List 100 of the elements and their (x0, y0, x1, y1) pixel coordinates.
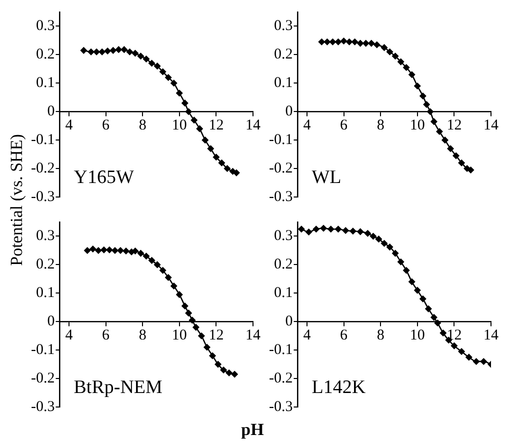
point (185, 108, 192, 115)
point (368, 40, 375, 47)
point (375, 236, 382, 242)
x-tick-label: 12 (208, 118, 224, 134)
point (398, 58, 404, 66)
point (122, 248, 130, 254)
point (420, 296, 426, 302)
x-axis-title: pH (240, 420, 265, 440)
y-tick-label: 0.2 (36, 46, 55, 63)
point (98, 48, 106, 56)
annotation: BtRp-NEM (74, 377, 163, 398)
point (350, 228, 356, 234)
point (212, 154, 220, 160)
point (154, 62, 161, 70)
annotation: WL (312, 167, 342, 188)
point (120, 46, 128, 53)
point (450, 342, 458, 350)
y-tick-label: 0.3 (274, 228, 293, 244)
point (452, 152, 460, 159)
y-tick-label: -0.2 (30, 370, 55, 386)
point (165, 74, 172, 81)
y-tick-label: 0.3 (36, 18, 55, 34)
x-tick-label: 4 (303, 118, 312, 134)
point (468, 166, 474, 174)
point (398, 258, 404, 266)
point (374, 41, 380, 48)
y-tick-label: 0.2 (274, 256, 293, 273)
x-tick-label: 8 (376, 328, 384, 344)
point (381, 240, 388, 247)
point (408, 278, 416, 286)
point (381, 44, 388, 51)
point (132, 248, 138, 254)
x-tick-label: 14 (246, 118, 261, 134)
point (160, 267, 166, 274)
x-tick-label: 6 (340, 328, 348, 344)
y-tick-label: -0.1 (268, 342, 293, 358)
x-tick-label: 6 (102, 118, 110, 134)
point (143, 252, 150, 260)
point (160, 68, 166, 76)
point (207, 145, 214, 152)
y-tick-label: 0 (47, 314, 55, 330)
point (209, 352, 216, 360)
point (340, 38, 348, 44)
y-tick-label: 0 (285, 314, 293, 330)
y-axis-title: Potential (vs. SHE) (7, 133, 27, 268)
y-tick-label: -0.2 (30, 160, 55, 176)
y-tick-label: -0.1 (268, 132, 293, 148)
point (364, 230, 371, 237)
x-tick-label: 8 (138, 328, 146, 344)
point (214, 361, 222, 368)
point (447, 145, 454, 152)
point (115, 46, 122, 53)
point (170, 282, 178, 290)
point (423, 101, 430, 108)
x-tick-label: 4 (65, 118, 74, 134)
point (117, 247, 124, 254)
y-tick-label: 0.1 (274, 285, 293, 302)
point (334, 38, 342, 46)
point (196, 125, 203, 132)
point (112, 247, 118, 254)
point (346, 38, 353, 46)
y-tick-label: -0.2 (268, 160, 293, 176)
point (165, 274, 172, 281)
point (185, 310, 192, 316)
point (386, 48, 394, 56)
point (312, 226, 320, 232)
x-tick-label: 14 (246, 328, 261, 344)
point (100, 246, 108, 254)
y-tick-label: 0.3 (274, 18, 293, 34)
y-tick-label: 0 (47, 104, 55, 120)
point (126, 48, 133, 56)
point (318, 38, 325, 46)
point (342, 227, 349, 234)
point (218, 160, 225, 166)
point (231, 371, 238, 378)
point (458, 160, 465, 166)
point (434, 320, 441, 326)
x-tick-label: 4 (303, 328, 312, 344)
point (170, 80, 178, 86)
point (466, 354, 472, 360)
point (334, 226, 342, 232)
point (95, 247, 102, 254)
annotation: L142K (312, 377, 366, 398)
point (403, 267, 410, 274)
point (442, 136, 448, 144)
x-tick-label: 10 (410, 328, 425, 344)
point (320, 225, 327, 232)
point (370, 232, 376, 240)
point (226, 370, 232, 376)
point (132, 50, 138, 57)
point (329, 38, 336, 46)
point (328, 226, 334, 232)
y-tick-label: -0.1 (30, 342, 55, 358)
point (224, 165, 230, 172)
x-tick-label: 12 (446, 118, 462, 134)
y-tick-label: -0.2 (268, 370, 293, 386)
point (458, 348, 465, 355)
point (430, 314, 438, 321)
x-tick-label: 10 (410, 118, 425, 134)
x-tick-label: 4 (65, 328, 74, 344)
